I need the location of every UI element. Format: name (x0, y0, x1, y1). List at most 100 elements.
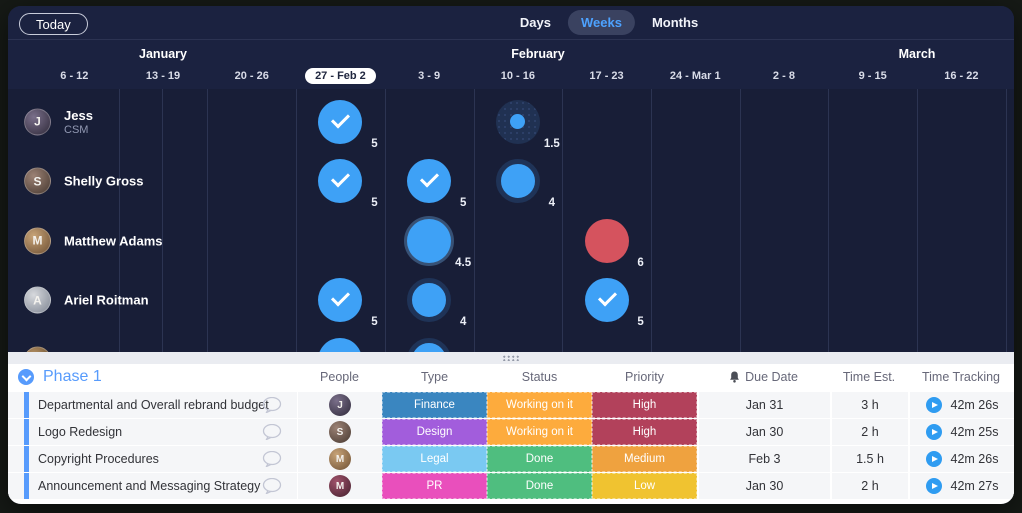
week-label[interactable]: 13 - 19 (145, 70, 181, 82)
time-tracking-cell: 42m 26s (908, 392, 1014, 418)
type-chip[interactable]: Finance (382, 392, 487, 418)
week-label[interactable]: 10 - 16 (500, 70, 535, 82)
group-collapse-icon[interactable] (18, 369, 34, 385)
workload-circle[interactable] (495, 99, 540, 144)
panel-splitter[interactable] (8, 352, 1014, 364)
task-name-cell[interactable]: Logo Redesign (8, 419, 297, 445)
bell-icon (730, 371, 739, 383)
task-name-cell[interactable]: Copyright Procedures (8, 446, 297, 472)
person-avatar[interactable]: M (24, 227, 51, 255)
priority-chip[interactable]: High (592, 392, 697, 418)
workload-circle[interactable] (407, 337, 452, 352)
column-header-status: Status (521, 370, 558, 384)
comment-icon[interactable] (262, 397, 283, 413)
play-button[interactable] (925, 424, 942, 440)
assignee-avatar[interactable]: J (329, 394, 351, 416)
time-est-cell[interactable]: 3 h (830, 392, 908, 418)
person-name: Ariel Roitman (64, 292, 149, 308)
people-cell[interactable]: S (297, 419, 382, 445)
months-row: January February March (8, 41, 1014, 64)
week-label[interactable]: 24 - Mar 1 (669, 70, 721, 82)
workload-value: 5 (371, 137, 378, 150)
week-label[interactable]: 6 - 12 (60, 70, 89, 82)
view-days[interactable]: Days (507, 10, 564, 35)
names-divider (162, 89, 163, 352)
drag-handle-icon[interactable] (502, 355, 520, 361)
people-cell[interactable]: M (297, 446, 382, 472)
week-label[interactable]: 27 - Feb 2 (296, 67, 385, 85)
time-est-cell[interactable]: 2 h (830, 419, 908, 445)
due-date-cell[interactable]: Jan 31 (697, 392, 830, 418)
time-est-cell[interactable]: 1.5 h (830, 446, 908, 472)
play-button[interactable] (925, 478, 942, 494)
priority-chip[interactable]: Medium (592, 446, 697, 472)
people-cell[interactable]: J (297, 392, 382, 418)
comment-icon[interactable] (262, 424, 283, 440)
timeline-grid-line (562, 89, 564, 352)
workload-circle[interactable] (584, 218, 629, 263)
workload-circle[interactable] (407, 218, 452, 263)
workload-circle[interactable] (407, 278, 452, 323)
workload-value: 4 (548, 197, 556, 210)
type-chip[interactable]: PR (382, 473, 487, 499)
play-button[interactable] (925, 397, 942, 413)
person-avatar[interactable]: S (24, 167, 51, 195)
timeline-grid-line (650, 89, 652, 352)
week-label[interactable]: 20 - 26 (234, 70, 269, 82)
workload-value: 1.5 (543, 137, 560, 150)
comment-icon[interactable] (262, 478, 283, 494)
table-row: Announcement and Messaging Strategy M PR… (8, 473, 1014, 499)
workload-value: 4 (459, 316, 467, 329)
time-tracked-value: 42m 27s (950, 479, 999, 493)
comment-icon[interactable] (262, 451, 283, 467)
workload-circle[interactable] (584, 278, 629, 323)
assignee-avatar[interactable]: S (329, 421, 351, 443)
type-chip[interactable]: Design (382, 419, 487, 445)
workload-circle[interactable] (318, 159, 363, 204)
week-label[interactable]: 3 - 9 (418, 70, 441, 82)
play-button[interactable] (925, 451, 942, 467)
month-label: February (511, 47, 565, 61)
status-chip[interactable]: Working on it (487, 392, 592, 418)
time-tracked-value: 42m 26s (950, 452, 999, 466)
week-label[interactable]: 16 - 22 (944, 70, 979, 82)
column-header-due-date: Due Date (697, 370, 830, 384)
status-chip[interactable]: Done (487, 446, 592, 472)
workload-timeline: Today Days Weeks Months January February Mar… (8, 6, 1014, 352)
assignee-avatar[interactable]: M (329, 475, 351, 497)
weeks-row: 6 - 12 13 - 19 20 - 26 27 - Feb 2 3 - 9 10 - … (8, 64, 1014, 88)
people-cell[interactable]: M (297, 473, 382, 499)
group-color-bar (24, 446, 29, 472)
group-title: Phase 1 (43, 368, 102, 385)
task-name-cell[interactable]: Departmental and Overall rebrand budget (8, 392, 297, 418)
due-date-cell[interactable]: Feb 3 (697, 446, 830, 472)
priority-chip[interactable]: Low (592, 473, 697, 499)
time-est-cell[interactable]: 2 h (830, 473, 908, 499)
workload-circle[interactable] (495, 159, 540, 204)
status-chip[interactable]: Done (487, 473, 592, 499)
task-name-cell[interactable]: Announcement and Messaging Strategy (8, 473, 297, 499)
week-label[interactable]: 2 - 8 (772, 70, 795, 82)
due-date-cell[interactable]: Jan 30 (697, 419, 830, 445)
week-label[interactable]: 9 - 15 (858, 70, 887, 82)
person-avatar[interactable]: A (24, 286, 51, 314)
priority-chip[interactable]: High (592, 419, 697, 445)
timeline-grid-line (384, 89, 386, 352)
status-chip[interactable]: Working on it (487, 419, 592, 445)
workload-circle[interactable] (318, 99, 363, 144)
workload-circle[interactable] (318, 278, 363, 323)
week-label[interactable]: 17 - 23 (589, 70, 624, 82)
timeline-grid-line (739, 89, 741, 352)
workload-circle[interactable] (318, 337, 363, 352)
person-row: S Shelly Gross 5 5 4 (8, 152, 1014, 212)
person-subtitle: CSM (64, 123, 89, 136)
workload-circle[interactable] (407, 159, 452, 204)
person-avatar[interactable]: J (24, 108, 51, 136)
due-date-cell[interactable]: Jan 30 (697, 473, 830, 499)
view-months[interactable]: Months (639, 10, 711, 35)
view-weeks[interactable]: Weeks (567, 10, 635, 35)
type-chip[interactable]: Legal (382, 446, 487, 472)
assignee-avatar[interactable]: M (329, 448, 351, 470)
today-button[interactable]: Today (19, 13, 88, 35)
workload-value: 5 (637, 316, 644, 329)
